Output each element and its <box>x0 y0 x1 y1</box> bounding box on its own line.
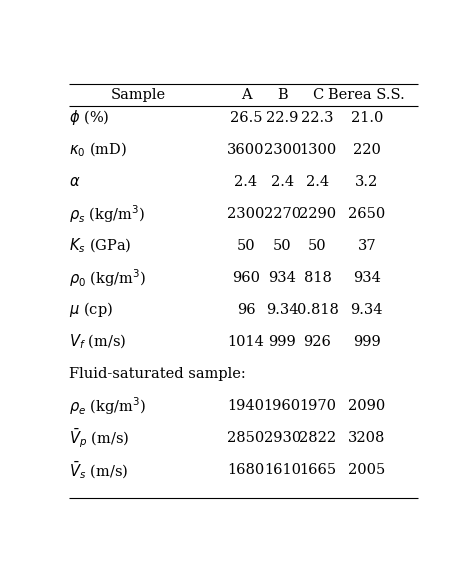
Text: 2822: 2822 <box>299 431 336 445</box>
Text: 96: 96 <box>237 303 256 317</box>
Text: Fluid-saturated sample:: Fluid-saturated sample: <box>69 367 246 381</box>
Text: 2005: 2005 <box>348 463 386 477</box>
Text: 1680: 1680 <box>227 463 264 477</box>
Text: 220: 220 <box>353 142 381 157</box>
Text: 999: 999 <box>269 335 296 349</box>
Text: 2090: 2090 <box>348 399 386 413</box>
Text: 2850: 2850 <box>227 431 264 445</box>
Text: 2650: 2650 <box>348 207 386 221</box>
Text: 934: 934 <box>268 271 296 285</box>
Text: $\rho_0$ (kg/m$^3$): $\rho_0$ (kg/m$^3$) <box>69 267 147 288</box>
Text: B: B <box>277 88 288 101</box>
Text: 21.0: 21.0 <box>351 111 383 125</box>
Text: 2.4: 2.4 <box>306 174 329 189</box>
Text: 50: 50 <box>273 239 292 253</box>
Text: 26.5: 26.5 <box>230 111 262 125</box>
Text: $\alpha$: $\alpha$ <box>69 174 81 189</box>
Text: 3208: 3208 <box>348 431 386 445</box>
Text: 1665: 1665 <box>299 463 336 477</box>
Text: 999: 999 <box>353 335 380 349</box>
Text: A: A <box>241 88 251 101</box>
Text: 37: 37 <box>358 239 376 253</box>
Text: C: C <box>312 88 323 101</box>
Text: $\bar{V}_p$ (m/s): $\bar{V}_p$ (m/s) <box>69 426 130 450</box>
Text: 9.34: 9.34 <box>266 303 299 317</box>
Text: 0.818: 0.818 <box>297 303 338 317</box>
Text: 2290: 2290 <box>299 207 336 221</box>
Text: $K_s$ (GPa): $K_s$ (GPa) <box>69 237 132 255</box>
Text: 2.4: 2.4 <box>271 174 294 189</box>
Text: $\bar{V}_s$ (m/s): $\bar{V}_s$ (m/s) <box>69 459 129 481</box>
Text: 1940: 1940 <box>227 399 264 413</box>
Text: 960: 960 <box>232 271 260 285</box>
Text: 9.34: 9.34 <box>351 303 383 317</box>
Text: Sample: Sample <box>111 88 166 101</box>
Text: 934: 934 <box>353 271 381 285</box>
Text: 818: 818 <box>304 271 331 285</box>
Text: 926: 926 <box>304 335 331 349</box>
Text: 3600: 3600 <box>227 142 265 157</box>
Text: 1300: 1300 <box>299 142 336 157</box>
Text: 22.3: 22.3 <box>301 111 334 125</box>
Text: 3.2: 3.2 <box>355 174 379 189</box>
Text: $\rho_e$ (kg/m$^3$): $\rho_e$ (kg/m$^3$) <box>69 395 146 417</box>
Text: 2300: 2300 <box>227 207 265 221</box>
Text: Berea S.S.: Berea S.S. <box>329 88 405 101</box>
Text: $V_f$ (m/s): $V_f$ (m/s) <box>69 333 127 351</box>
Text: 22.9: 22.9 <box>266 111 299 125</box>
Text: 2930: 2930 <box>263 431 301 445</box>
Text: 1014: 1014 <box>227 335 264 349</box>
Text: $\phi$ (%): $\phi$ (%) <box>69 108 110 127</box>
Text: 1960: 1960 <box>264 399 301 413</box>
Text: 2300: 2300 <box>263 142 301 157</box>
Text: 1970: 1970 <box>299 399 336 413</box>
Text: $\kappa_0$ (mD): $\kappa_0$ (mD) <box>69 140 128 159</box>
Text: 1610: 1610 <box>264 463 301 477</box>
Text: 2.4: 2.4 <box>234 174 257 189</box>
Text: 2270: 2270 <box>264 207 301 221</box>
Text: $\mu$ (cp): $\mu$ (cp) <box>69 300 113 319</box>
Text: $\rho_s$ (kg/m$^3$): $\rho_s$ (kg/m$^3$) <box>69 203 146 225</box>
Text: 50: 50 <box>237 239 256 253</box>
Text: 50: 50 <box>308 239 327 253</box>
